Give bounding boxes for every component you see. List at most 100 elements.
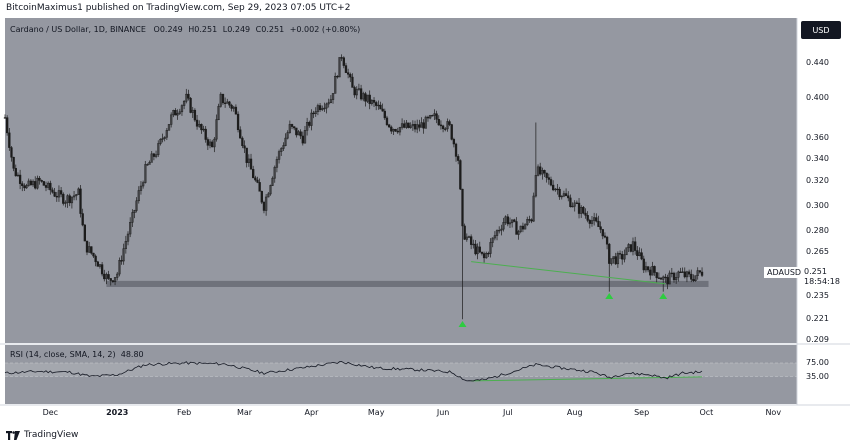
- rsi-tick-label: 35.00: [806, 371, 829, 381]
- candle-body: [543, 170, 546, 174]
- candle-body: [482, 253, 486, 259]
- candle-body: [513, 219, 516, 222]
- candle-body: [610, 258, 613, 264]
- candle-body: [172, 110, 175, 116]
- candle-body: [504, 216, 507, 223]
- open-label: O: [153, 25, 160, 34]
- candle-body: [392, 129, 395, 132]
- candle-body: [694, 275, 697, 281]
- candle-body: [297, 131, 300, 136]
- candle-body: [269, 185, 272, 195]
- candle-body: [582, 207, 585, 214]
- price-tick-label: 0.320: [806, 176, 829, 186]
- candle-body: [161, 138, 164, 140]
- candle-body: [44, 185, 48, 188]
- candle-body: [670, 272, 673, 275]
- candle-body: [558, 188, 561, 198]
- candle-body: [411, 124, 415, 127]
- rsi-value: 48.80: [120, 350, 144, 359]
- price-tick-label: 0.340: [806, 153, 829, 163]
- candle-body: [465, 236, 468, 240]
- candle-body: [23, 185, 26, 189]
- candle-body: [66, 195, 69, 203]
- candle-body: [690, 273, 693, 280]
- candle-body: [383, 110, 386, 119]
- candle-body: [288, 124, 292, 133]
- candle-body: [116, 273, 119, 278]
- candle-body: [83, 224, 86, 242]
- tradingview-logo[interactable]: TradingView: [6, 430, 78, 440]
- candle-body: [657, 277, 661, 279]
- candle-body: [683, 271, 686, 278]
- candle-body: [219, 93, 222, 107]
- candle-body: [154, 154, 158, 157]
- candle-body: [90, 246, 93, 254]
- low-label: L: [222, 25, 228, 34]
- candle-body: [275, 159, 279, 168]
- candle-body: [10, 147, 13, 158]
- low-value: 0.249: [227, 25, 251, 34]
- candle-body: [590, 220, 594, 224]
- candle-body: [243, 145, 246, 149]
- symbol-description: Cardano / US Dollar, 1D, BINANCE: [10, 25, 146, 34]
- candle-body: [180, 105, 184, 113]
- candle-body: [515, 221, 518, 235]
- candle-body: [165, 130, 169, 138]
- candle-body: [474, 243, 477, 255]
- currency-button[interactable]: USD: [801, 21, 841, 39]
- candle-body: [182, 100, 186, 106]
- candle-body: [452, 139, 456, 145]
- candle-body: [264, 196, 268, 211]
- candle-body: [532, 195, 535, 222]
- candle-body: [560, 195, 563, 198]
- price-tick-label: 0.280: [806, 226, 829, 236]
- candle-body: [437, 119, 440, 126]
- candle-body: [625, 247, 628, 256]
- candle-body: [53, 191, 56, 197]
- candle-body: [133, 210, 136, 213]
- candle-body: [528, 219, 531, 221]
- candle-body: [59, 190, 63, 195]
- candle-body: [545, 172, 548, 178]
- candle-body: [18, 174, 22, 184]
- candle-body: [230, 104, 233, 109]
- candle-body: [530, 219, 533, 222]
- candle-body: [286, 132, 289, 139]
- candle-body: [618, 253, 622, 255]
- price-pane: [5, 18, 797, 343]
- candle-body: [217, 105, 220, 120]
- chart-canvas[interactable]: [0, 18, 850, 428]
- candle-body: [331, 93, 335, 100]
- candle-body: [666, 277, 669, 285]
- candle-body: [256, 179, 259, 183]
- green-arrow-marker: [605, 293, 614, 299]
- candle-body: [687, 271, 691, 275]
- chart-area[interactable]: [0, 18, 850, 428]
- candle-body: [191, 109, 194, 113]
- last-price-value: 0.251: [804, 266, 827, 276]
- candle-body: [489, 242, 492, 254]
- candle-body: [16, 174, 20, 177]
- candle-body: [157, 143, 160, 155]
- candle-body: [342, 57, 345, 66]
- candle-body: [595, 217, 598, 222]
- candle-body: [400, 123, 404, 128]
- candle-body: [195, 119, 199, 127]
- candle-body: [193, 109, 197, 121]
- change-value: +0.002 (+0.80%): [289, 25, 361, 34]
- rsi-line: [4, 361, 703, 382]
- symbol-tag: ADAUSD: [764, 266, 805, 278]
- candle-body: [642, 258, 645, 271]
- candle-body: [659, 277, 663, 280]
- candle-body: [295, 127, 298, 136]
- candle-body: [346, 72, 350, 75]
- candle-body: [428, 115, 432, 119]
- candle-body: [638, 252, 641, 257]
- rsi-tick-label: 75.00: [806, 358, 829, 367]
- candle-body: [580, 207, 583, 214]
- candle-body: [260, 191, 263, 203]
- candle-body: [55, 196, 58, 198]
- candle-body: [614, 256, 617, 265]
- candle-body: [139, 185, 143, 191]
- candle-body: [206, 139, 210, 146]
